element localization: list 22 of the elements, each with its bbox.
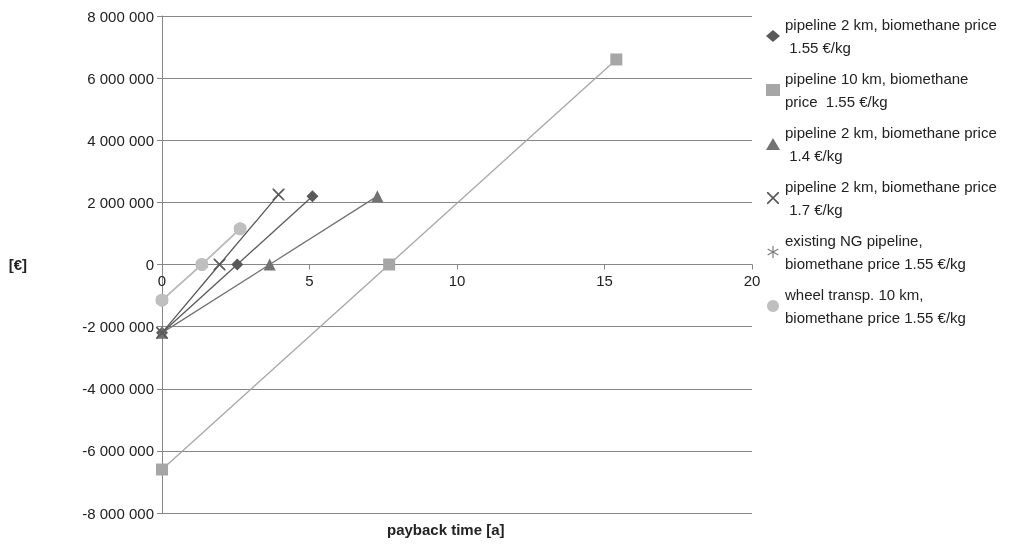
x-tick-label: 20: [743, 271, 761, 289]
x-tick-label: 5: [305, 271, 314, 289]
y-tick-label: 6 000 000: [87, 69, 154, 87]
y-tick-label: -4 000 000: [82, 380, 154, 398]
y-tick-label: 0: [145, 256, 154, 273]
legend-label: pipeline 2 km, biomethane price 1.55 €/kg: [785, 16, 997, 56]
legend-label: existing NG pipeline, biomethane price 1.55 €/kg: [785, 232, 966, 272]
legend-label: pipeline 10 km, biomethane price 1.55 €/kg: [785, 70, 973, 110]
y-tick-label: -6 000 000: [82, 442, 154, 460]
y-tick-label: 2 000 000: [87, 193, 154, 211]
x-tick-label: 10: [448, 271, 466, 289]
x-axis-title: payback time [a]: [387, 521, 505, 538]
legend-label: pipeline 2 km, biomethane price 1.7 €/kg: [785, 178, 997, 218]
y-axis-title: [€]: [8, 256, 27, 273]
legend-label: wheel transp. 10 km, biomethane price 1.55 €/kg: [784, 286, 966, 326]
x-tick-label: 15: [596, 271, 613, 289]
y-tick-label: 4 000 000: [87, 131, 154, 149]
y-tick-label: 8 000 000: [87, 7, 154, 25]
x-tick-label: 0: [157, 271, 167, 289]
y-tick-label: -2 000 000: [82, 318, 154, 336]
legend-label: pipeline 2 km, biomethane price 1.4 €/kg: [785, 124, 997, 164]
y-tick-label: -8 000 000: [82, 504, 154, 522]
